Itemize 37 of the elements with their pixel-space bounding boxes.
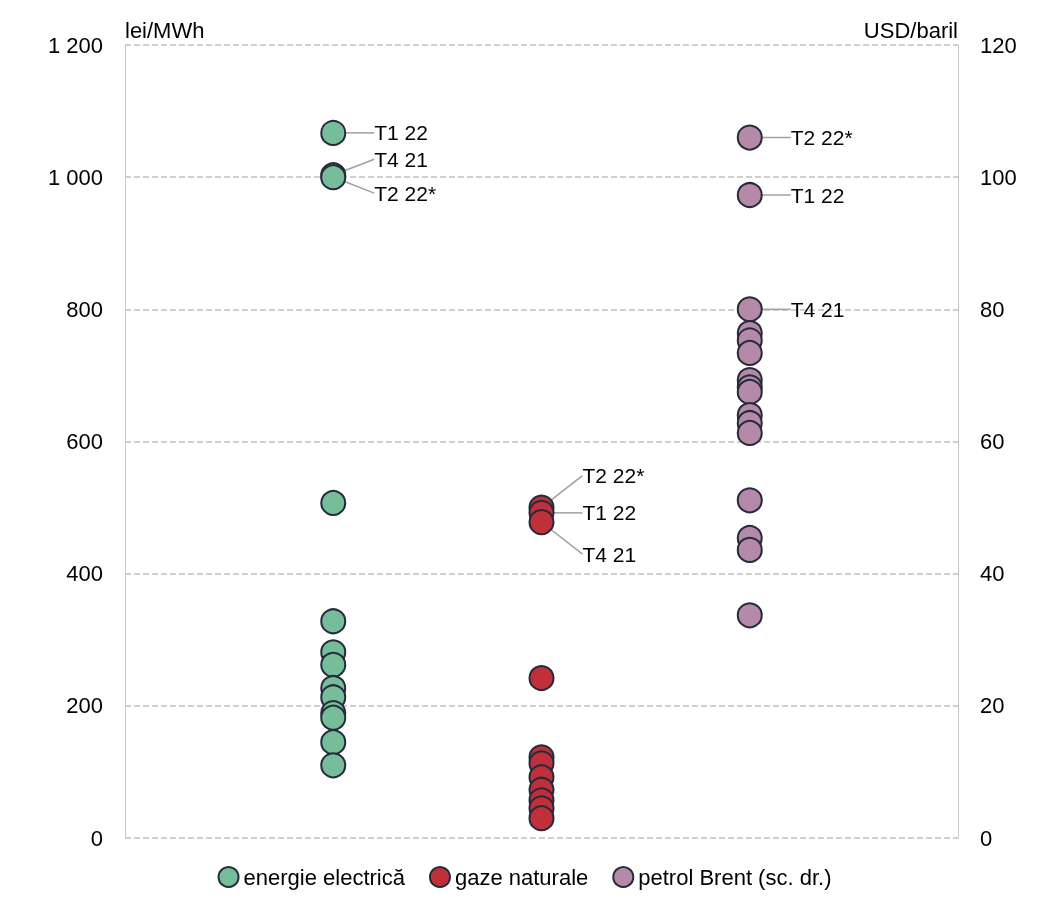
y2-tick-label: 0 bbox=[980, 825, 993, 851]
y2-tick-label: 120 bbox=[980, 32, 1017, 58]
y2-tick-label: 80 bbox=[980, 296, 1005, 322]
data-label: T2 22* bbox=[790, 126, 853, 150]
point bbox=[528, 665, 555, 692]
point bbox=[320, 608, 347, 635]
y2-axis-title: USD/baril bbox=[863, 17, 958, 43]
y2-tick-label: 40 bbox=[980, 561, 1005, 587]
y-tick-label: 800 bbox=[66, 296, 103, 322]
data-label: T1 22 bbox=[374, 121, 428, 145]
data-label: T4 21 bbox=[790, 297, 845, 321]
point bbox=[528, 509, 555, 536]
legend-label: petrol Brent (sc. dr.) bbox=[638, 864, 832, 890]
y-tick-label: 200 bbox=[66, 693, 103, 719]
y2-tick-label: 20 bbox=[980, 693, 1005, 719]
point bbox=[320, 729, 347, 756]
point bbox=[320, 651, 347, 678]
data-label: T1 22 bbox=[790, 183, 845, 207]
point bbox=[528, 805, 555, 832]
y-tick-label: 600 bbox=[66, 429, 103, 454]
data-label: T2 22* bbox=[374, 181, 437, 205]
data-label: T1 22 bbox=[582, 501, 637, 525]
y-tick-label: 400 bbox=[66, 561, 103, 587]
legend-label: energie electrică bbox=[243, 864, 406, 890]
y-tick-label: 1 000 bbox=[47, 164, 103, 190]
y2-tick-label: 100 bbox=[980, 164, 1017, 190]
y-tick-label: 0 bbox=[90, 825, 103, 851]
y-axis-title: lei/MWh bbox=[125, 17, 205, 43]
point bbox=[320, 752, 347, 779]
data-label: T2 22* bbox=[582, 464, 645, 488]
legend-label: gaze naturale bbox=[454, 864, 589, 890]
y2-tick-label: 60 bbox=[980, 429, 1005, 454]
data-label: T4 21 bbox=[374, 147, 428, 171]
point bbox=[320, 489, 347, 516]
data-label: T4 21 bbox=[582, 542, 637, 566]
y-tick-label: 1 200 bbox=[47, 32, 103, 58]
point bbox=[320, 119, 347, 146]
